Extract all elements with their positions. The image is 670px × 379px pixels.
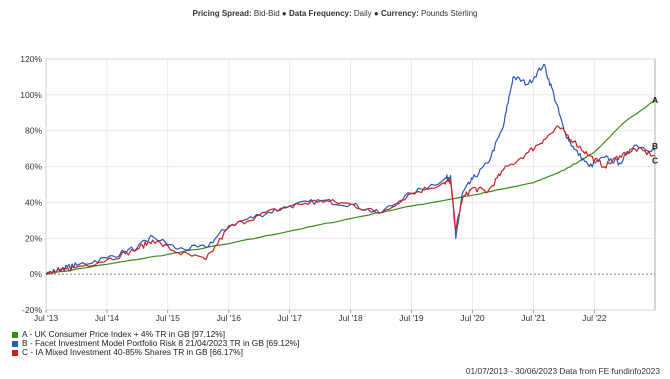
separator: ● [373, 9, 379, 18]
y-tick-label: 80% [25, 126, 42, 136]
x-tick-label: Jul '16 [217, 313, 242, 323]
y-tick-label: 40% [25, 197, 42, 207]
legend-item-a: A - UK Consumer Price Index + 4% TR in G… [12, 330, 299, 339]
data-frequency-value: Daily [353, 9, 372, 18]
x-tick-label: Jul '20 [460, 313, 485, 323]
y-tick-label: 20% [25, 233, 42, 243]
end-label-a: A [652, 95, 658, 105]
pricing-spread-value: Bid-Bid [253, 9, 280, 18]
legend-swatch-b [12, 340, 18, 347]
separator: ● [281, 9, 287, 18]
x-tick-label: Jul '14 [95, 313, 120, 323]
legend-item-c: C - IA Mixed Investment 40-85% Shares TR… [12, 348, 299, 357]
y-tick-label: 60% [25, 162, 42, 172]
end-label-b: B [652, 141, 658, 151]
pricing-spread-label: Pricing Spread: [192, 9, 252, 18]
date-range-source: 01/07/2013 - 30/06/2023 Data from FE fun… [465, 366, 660, 376]
x-tick-label: Jul '19 [399, 313, 424, 323]
y-tick-label: 0% [30, 269, 43, 279]
chart-subtitle: Pricing Spread: Bid-Bid ● Data Frequency… [0, 9, 670, 18]
y-tick-label: -20% [22, 305, 42, 315]
x-tick-label: Jul '17 [278, 313, 303, 323]
legend-item-b: B - Facet Investment Model Portfolio Ris… [12, 339, 299, 348]
chart-legend: A - UK Consumer Price Index + 4% TR in G… [12, 330, 299, 357]
y-tick-label: 100% [20, 90, 42, 100]
legend-swatch-a [12, 331, 18, 338]
x-tick-label: Jul '18 [338, 313, 363, 323]
series-line-b [45, 63, 656, 275]
legend-swatch-c [12, 349, 18, 356]
series-line-c [45, 125, 656, 275]
data-frequency-label: Data Frequency: [288, 9, 352, 18]
legend-label-a: A - UK Consumer Price Index + 4% TR in G… [22, 329, 226, 339]
x-tick-label: Jul '13 [34, 313, 59, 323]
currency-label: Currency: [380, 9, 419, 18]
end-label-c: C [652, 156, 658, 166]
x-tick-label: Jul '21 [521, 313, 546, 323]
currency-value: Pounds Sterling [421, 9, 478, 18]
x-tick-label: Jul '22 [582, 313, 607, 323]
x-tick-label: Jul '15 [156, 313, 181, 323]
legend-label-b: B - Facet Investment Model Portfolio Ris… [22, 338, 300, 348]
legend-label-c: C - IA Mixed Investment 40-85% Shares TR… [22, 347, 243, 357]
y-tick-label: 120% [20, 54, 42, 64]
series-line-a [45, 99, 656, 275]
